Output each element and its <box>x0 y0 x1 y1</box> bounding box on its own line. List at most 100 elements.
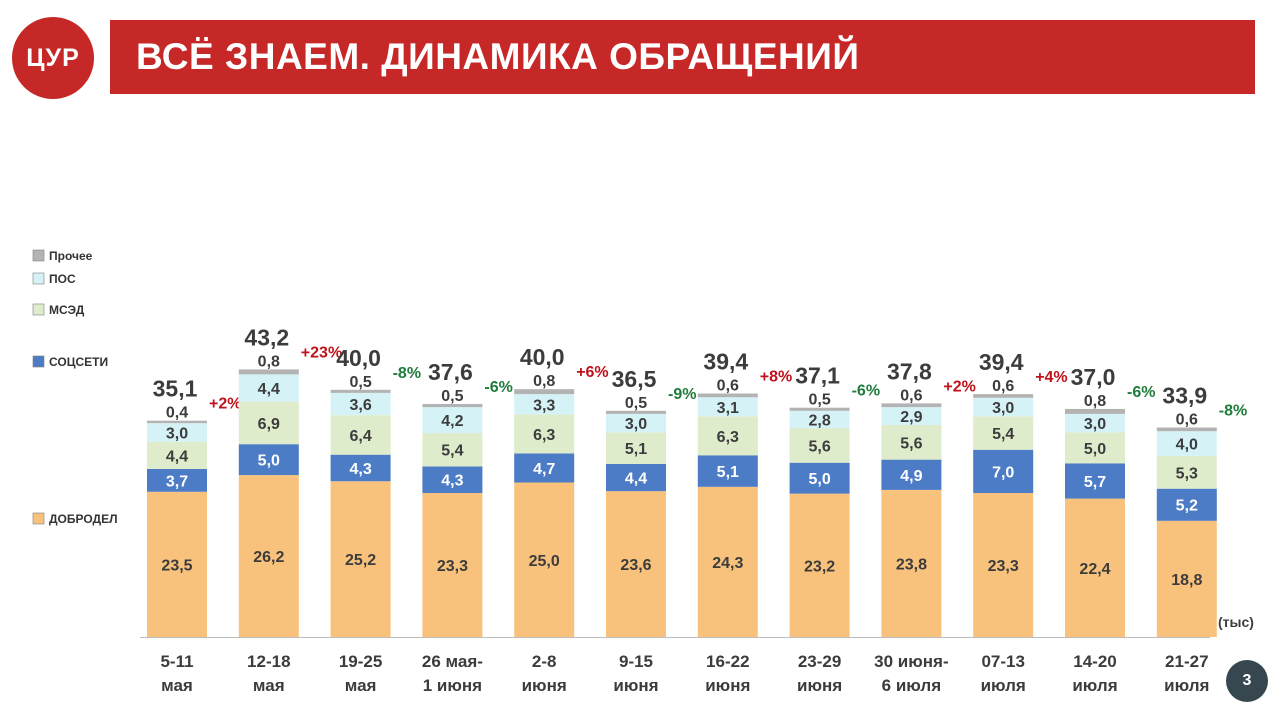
change-label: -6% <box>1127 384 1155 401</box>
change-label: +23% <box>301 344 342 361</box>
data-label: 2,8 <box>808 412 830 429</box>
bar-segment-4-7 <box>697 397 758 417</box>
x-tick-label: июня <box>522 676 567 695</box>
x-tick-label: июня <box>797 676 842 695</box>
data-label: 25,0 <box>529 553 560 570</box>
legend-swatch <box>32 355 45 368</box>
bar-segment-2-2 <box>238 444 299 476</box>
data-label: 5,7 <box>1084 474 1106 491</box>
legend-label: ДОБРОДЕЛ <box>49 512 118 526</box>
data-label: 0,5 <box>441 388 463 405</box>
bar-segment-5-1 <box>147 420 207 424</box>
legend-swatch <box>32 249 45 262</box>
x-tick-label: 19-25 <box>339 652 382 671</box>
bar-segment-1-11 <box>1065 498 1125 637</box>
bar-segment-5-8 <box>789 407 850 411</box>
bar-segment-5-6 <box>606 410 666 414</box>
bar-segment-3-5 <box>514 414 575 454</box>
data-label: 26,2 <box>253 549 284 566</box>
title-bar: ВСЁ ЗНАЕМ. ДИНАМИКА ОБРАЩЕНИЙ <box>110 20 1255 94</box>
bar-segment-2-3 <box>330 454 391 482</box>
x-tick-label: 26 мая- <box>422 652 483 671</box>
page-number: 3 <box>1242 672 1252 689</box>
change-label: +4% <box>1035 369 1067 386</box>
x-tick-label: мая <box>253 676 285 695</box>
data-label: 6,4 <box>349 428 371 445</box>
data-label: 0,6 <box>900 387 922 404</box>
data-label: 5,0 <box>1084 441 1106 458</box>
x-tick-label: 6 июля <box>882 676 941 695</box>
change-label: -8% <box>1219 402 1247 419</box>
change-label: -8% <box>393 365 421 382</box>
bar-segment-5-5 <box>514 389 575 395</box>
data-label: 5,1 <box>625 441 647 458</box>
data-label: 23,8 <box>896 556 927 573</box>
legend-swatch <box>32 512 45 525</box>
total-label: 35,1 <box>153 376 198 402</box>
x-tick-label: июня <box>705 676 750 695</box>
bar-segment-3-4 <box>422 433 483 467</box>
bar-segment-4-11 <box>1065 413 1125 433</box>
change-label: -6% <box>484 379 512 396</box>
bar-segment-2-5 <box>514 453 575 483</box>
x-tick-label: 12-18 <box>247 652 290 671</box>
data-label: 4,7 <box>533 461 555 478</box>
bar-segment-1-6 <box>606 491 666 637</box>
legend-swatch <box>32 272 45 285</box>
x-tick-label: 30 июня- <box>874 652 948 671</box>
bar-segment-5-7 <box>697 393 758 398</box>
data-label: 3,7 <box>166 473 188 490</box>
bar-segment-3-3 <box>330 415 391 455</box>
data-label: 25,2 <box>345 552 376 569</box>
bar-segment-4-5 <box>514 394 575 415</box>
x-tick-label: 14-20 <box>1073 652 1116 671</box>
total-label: 39,4 <box>979 349 1024 375</box>
data-label: 5,4 <box>441 443 463 460</box>
legend-label: ПОС <box>49 272 76 286</box>
change-label: -6% <box>852 383 880 400</box>
data-label: 23,3 <box>988 558 1019 575</box>
x-tick-label: июля <box>981 676 1026 695</box>
bar-segment-2-4 <box>422 466 483 494</box>
bar-segment-3-2 <box>238 401 299 445</box>
data-label: 0,4 <box>166 405 188 422</box>
bar-segment-1-3 <box>330 481 391 637</box>
data-label: 5,6 <box>900 435 922 452</box>
data-label: 3,3 <box>533 397 555 414</box>
bar-segment-3-8 <box>789 428 850 463</box>
total-label: 37,8 <box>887 358 932 384</box>
bar-segment-5-4 <box>422 404 483 408</box>
data-label: 4,2 <box>441 413 463 430</box>
bar-segment-1-12 <box>1156 520 1217 637</box>
change-label: +2% <box>209 396 241 413</box>
data-label: 6,3 <box>717 429 739 446</box>
total-label: 37,1 <box>795 363 840 389</box>
data-label: 0,5 <box>808 392 830 409</box>
x-tick-label: 5-11 <box>160 652 193 671</box>
x-tick-label: мая <box>345 676 377 695</box>
bar-segment-3-1 <box>147 441 207 469</box>
total-label: 33,9 <box>1162 382 1207 408</box>
bar-segment-1-5 <box>514 482 575 637</box>
data-label: 5,1 <box>717 464 739 481</box>
logo-text: ЦУР <box>26 43 80 72</box>
bar-segment-4-8 <box>789 410 850 429</box>
bar-segment-4-2 <box>238 374 299 402</box>
x-tick-label: июня <box>613 676 658 695</box>
bar-segment-2-11 <box>1065 463 1125 499</box>
total-label: 37,0 <box>1071 364 1116 390</box>
data-label: 4,4 <box>258 381 280 398</box>
data-label: 4,0 <box>1176 437 1198 454</box>
bar-segment-1-8 <box>789 493 850 637</box>
bar-segment-2-6 <box>606 463 666 492</box>
x-tick-label: мая <box>161 676 193 695</box>
x-tick-label: 16-22 <box>706 652 749 671</box>
bar-segment-5-11 <box>1065 408 1125 414</box>
change-label: +6% <box>576 364 608 381</box>
bar-segment-2-9 <box>881 459 942 490</box>
bar-segment-3-12 <box>1156 455 1217 489</box>
bar-segment-2-8 <box>789 462 850 494</box>
data-label: 22,4 <box>1079 561 1110 578</box>
data-label: 4,3 <box>349 461 371 478</box>
